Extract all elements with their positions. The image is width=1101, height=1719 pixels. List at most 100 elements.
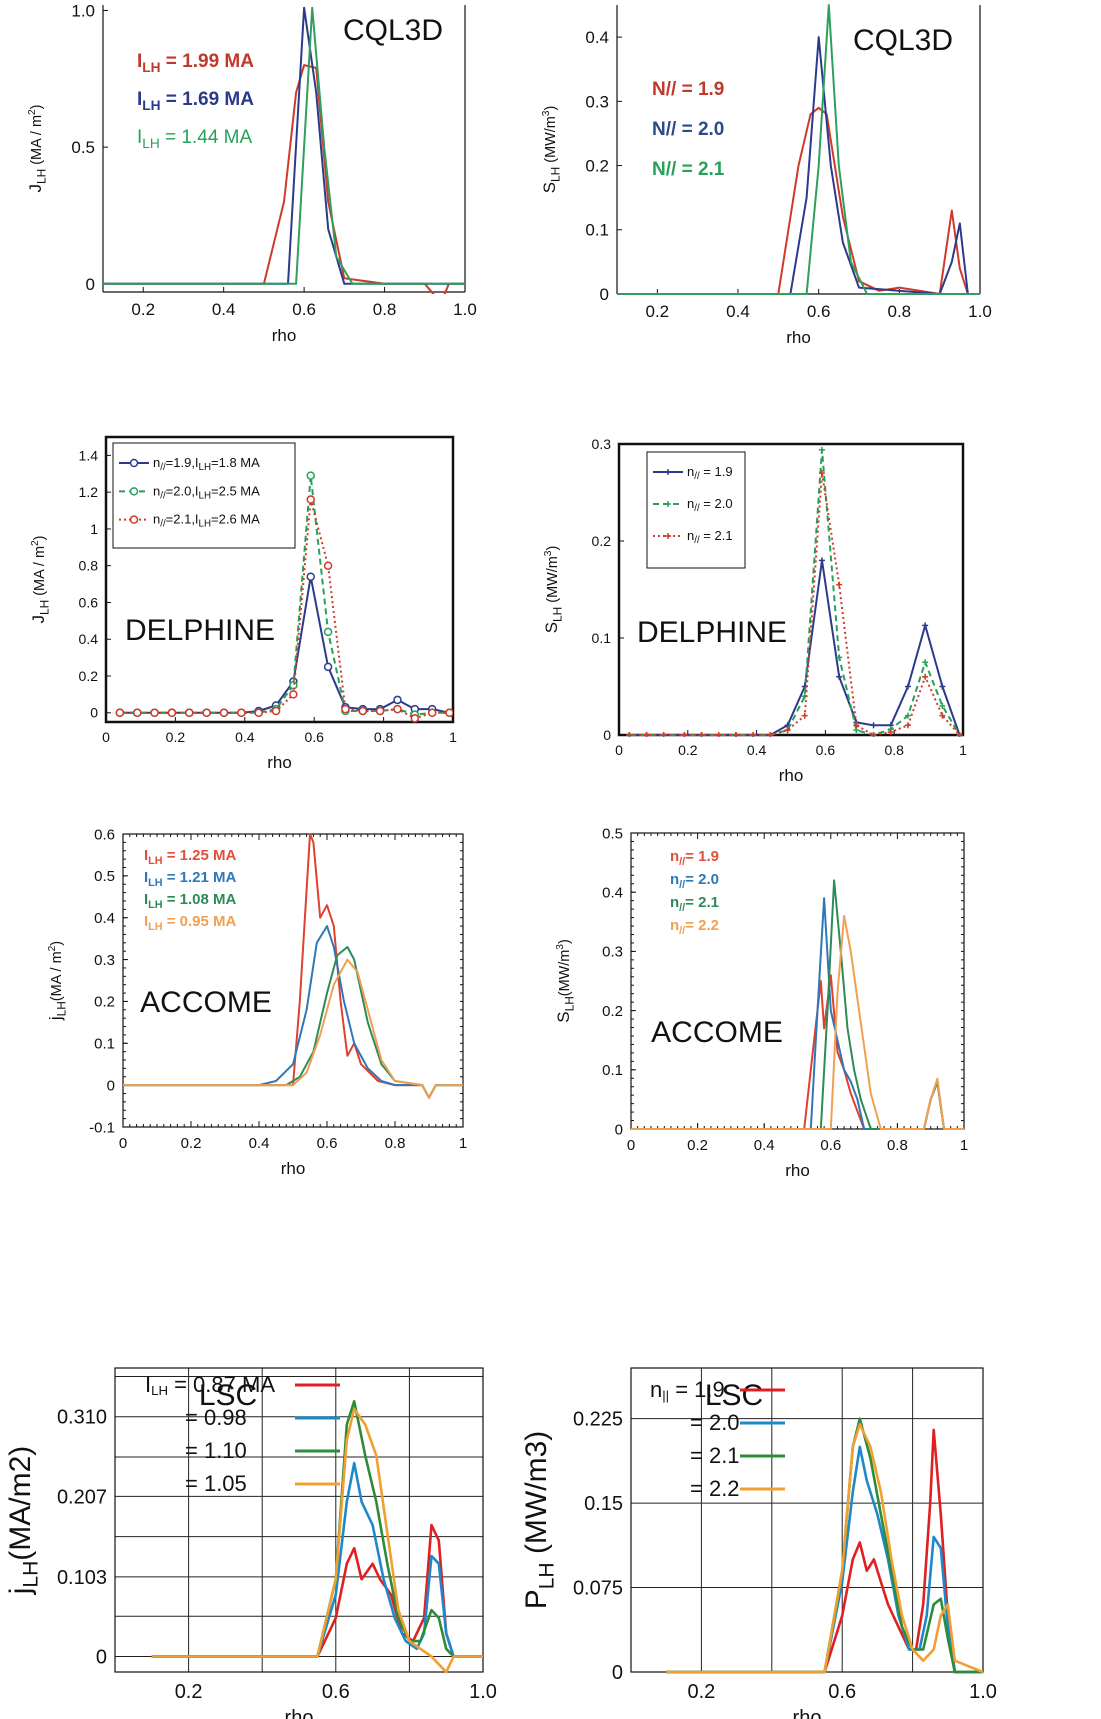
x-tick-label: 0 [119, 1135, 127, 1152]
legend-sub: // [679, 856, 685, 868]
y-axis-label-main: J [29, 615, 48, 624]
legend-rest: = 1.44 MA [160, 127, 253, 148]
y-axis-label-unit: (MA / m [29, 115, 45, 169]
y-tick-label: 0.2 [602, 1003, 623, 1020]
chart-panel-lsc: 0.2 0.6 1.0 0 0.075 0.15 0.225 rho PLH (MW/m3) LS… [520, 1367, 997, 1719]
y-axis-label-sup: 3 [555, 944, 566, 950]
legend-box-text: n// = 2.1 [687, 528, 733, 546]
y-axis-label-main: J [26, 184, 45, 193]
y-axis-label-end: ) [557, 939, 573, 944]
legend-rest: = 2.2 [685, 917, 719, 934]
y-axis-label-sub: LH [536, 1562, 559, 1589]
x-tick-label: 0.2 [181, 1135, 202, 1152]
y-axis-label-unit: (MW/m3) [520, 1431, 553, 1563]
legend-entry: n//= 2.1 [670, 894, 719, 914]
y-tick-label: 0.207 [57, 1486, 107, 1508]
legend-sub: // [694, 471, 700, 482]
series-line-3 [123, 958, 463, 1099]
x-tick-label: 0.4 [726, 302, 750, 321]
legend-rest: =2.5 MA [211, 483, 260, 498]
legend-entry: n//= 2.0 [670, 871, 719, 891]
y-axis-label-main: P [520, 1589, 553, 1609]
y-axis-label-sup: 2 [47, 945, 58, 951]
y-tick-label: 1.2 [79, 484, 99, 500]
plot-frame [630, 832, 965, 1130]
legend-rest: =1.8 MA [211, 455, 260, 470]
y-axis-label-sup: 2 [27, 109, 38, 115]
y-axis-label-sup: 3 [541, 110, 552, 116]
series-line-0 [103, 64, 465, 294]
legend-rest: =1.9,I [166, 455, 199, 470]
data-point [237, 708, 246, 718]
legend-line-text: = 2.2 [690, 1476, 740, 1501]
legend-box-text: n// = 2.0 [687, 496, 733, 514]
data-point [202, 708, 211, 718]
y-axis-label-end: ) [32, 536, 48, 541]
legend-rest: = 1.10 [185, 1438, 247, 1463]
x-tick-label: 0.6 [317, 1135, 338, 1152]
legend-entry: N// = 2.0 [652, 119, 724, 140]
y-axis-label: SLH (MW/m3) [540, 106, 562, 194]
series-group [123, 833, 463, 1099]
x-tick-label: 0.8 [374, 729, 394, 745]
y-axis-label-end: ) [29, 105, 45, 110]
y-tick-label: 0 [107, 1077, 115, 1094]
legend-box-text: n//=2.1,ILH=2.6 MA [153, 512, 260, 530]
x-tick-label: 0.6 [816, 742, 836, 758]
series-line-1 [617, 36, 980, 295]
y-tick-label: 0.3 [592, 436, 612, 452]
y-axis-label: SLH (MW/m3) [542, 546, 564, 634]
legend-rest: = 1.9 [685, 848, 719, 865]
y-tick-label: 0.8 [79, 558, 99, 574]
data-point [393, 695, 402, 705]
x-tick-label: 0 [102, 729, 110, 745]
x-tick-label: 0.6 [304, 729, 324, 745]
y-tick-label: 0 [90, 705, 98, 721]
y-tick-label: 0.6 [79, 594, 99, 610]
x-tick-label: 0.8 [373, 300, 397, 319]
legend-rest: =2.1,I [166, 512, 199, 527]
x-tick-label: 0.4 [249, 1135, 270, 1152]
y-axis-label-unit: (MW/m [557, 950, 573, 997]
legend-rest: = 2.1 [700, 528, 733, 543]
x-axis-label: rho [779, 766, 804, 785]
legend-main: I [144, 891, 148, 908]
y-tick-label: 0 [600, 285, 609, 304]
legend-main: N [652, 79, 666, 100]
series-line-2 [103, 6, 465, 285]
legend-main: I [137, 51, 142, 72]
series-line-3 [666, 1423, 983, 1674]
data-point [375, 706, 385, 716]
y-tick-label: 1.0 [71, 1, 95, 20]
chart-panel-cql3d: 0.2 0.4 0.6 0.8 1.0 0 0.1 0.2 0.3 0.4 rho SLH (MW/m… [540, 4, 992, 347]
x-tick-label: 0.6 [828, 1681, 856, 1703]
legend-rest: =2.0,I [166, 483, 199, 498]
series-line-1 [151, 1461, 483, 1658]
y-axis-label-main: j [4, 1588, 37, 1596]
legend-line-text: = 0.98 [185, 1405, 247, 1430]
y-axis-label-main: S [542, 622, 561, 633]
legend-sub: || [662, 1388, 669, 1403]
legend-main: n [687, 528, 694, 543]
legend-main: n [670, 894, 679, 911]
legend-sub: // [679, 902, 685, 914]
plot-frame [114, 1367, 484, 1673]
x-tick-label: 0 [627, 1137, 635, 1154]
x-tick-label: 0.2 [175, 1681, 203, 1703]
legend-rest: = 0.87 MA [168, 1372, 275, 1397]
data-point [167, 708, 177, 718]
legend-entry: ILH = 1.99 MA [137, 51, 254, 75]
y-tick-label: 0.1 [585, 221, 609, 240]
x-axis-label: rho [786, 328, 811, 347]
y-axis-label: JLH (MA / m2) [29, 536, 51, 624]
series-line-2 [631, 879, 964, 1130]
legend-sub: LH [142, 98, 160, 113]
data-point [427, 708, 437, 718]
chart-panel-accome: 0 0.2 0.4 0.6 0.8 1 0 0.1 0.2 0.3 0.4 0.5 rho SLH(MW/… [554, 825, 968, 1180]
series-group [103, 6, 465, 294]
series-line-1 [666, 1445, 983, 1674]
code-name-label: DELPHINE [637, 616, 787, 649]
legend-rest: = 2.2 [690, 1476, 740, 1501]
legend-rest: = 1.9 [669, 1377, 725, 1402]
